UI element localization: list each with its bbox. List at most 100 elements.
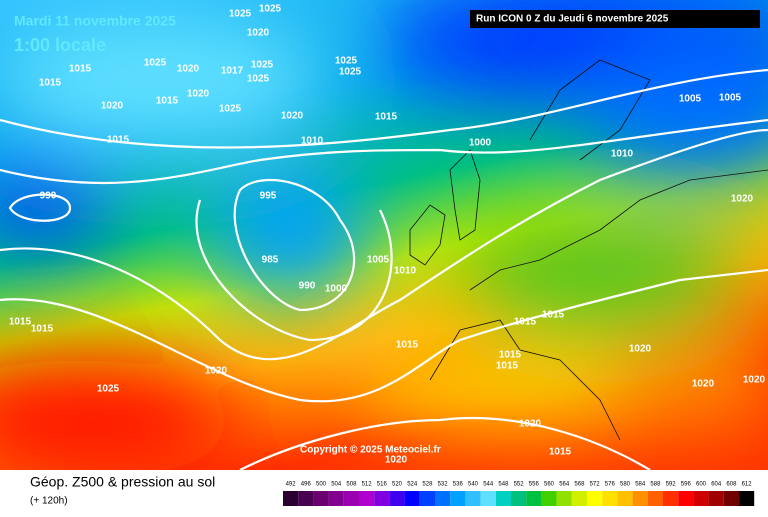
isobar-label: 1025: [247, 74, 270, 85]
copyright: Copyright © 2025 Meteociel.fr: [300, 445, 441, 456]
isobar-label: 1000: [325, 284, 348, 295]
isobars: [0, 68, 768, 471]
legend-swatch: [435, 491, 451, 506]
legend-swatch: [511, 491, 527, 506]
legend-value: 584: [635, 482, 646, 488]
isobar-label: 990: [40, 191, 57, 202]
legend-value: 588: [650, 482, 661, 488]
run-info: Run ICON 0 Z du Jeudi 6 novembre 2025: [476, 14, 669, 25]
legend-swatch: [404, 491, 420, 506]
isobar-label: 1020: [629, 344, 652, 355]
isobar-label: 1025: [251, 60, 274, 71]
legend-swatch: [678, 491, 694, 506]
isobar-label: 1020: [731, 194, 754, 205]
isobar-label: 1010: [301, 136, 324, 147]
legend-value: 548: [498, 482, 509, 488]
legend-value: 564: [559, 482, 570, 488]
legend-value: 492: [286, 482, 297, 488]
isobar-label: 1015: [9, 317, 32, 328]
legend-swatch: [632, 491, 648, 506]
isobar-label: 1015: [69, 64, 92, 75]
legend-value: 516: [377, 482, 388, 488]
isobar-label: 1020: [177, 64, 200, 75]
legend-swatch: [359, 491, 375, 506]
legend-swatch: [526, 491, 542, 506]
legend-value: 600: [696, 482, 707, 488]
legend-value: 500: [316, 482, 327, 488]
isobar-label: 1015: [496, 361, 519, 372]
legend-value: 568: [574, 482, 585, 488]
legend-swatch: [571, 491, 587, 506]
isobar-label: 1020: [743, 375, 766, 386]
isobar-label: 1015: [156, 96, 179, 107]
legend-swatch: [283, 491, 299, 506]
isobar-label: 1015: [375, 112, 398, 123]
legend: 492 496 500 504 508 512 516 520 524 528 532 536 540 5…: [283, 482, 755, 506]
legend-value: 524: [407, 482, 418, 488]
legend-swatch: [343, 491, 359, 506]
isobar-label: 1025: [229, 9, 252, 20]
legend-value: 528: [422, 482, 433, 488]
isobar-label: 1025: [339, 67, 362, 78]
legend-swatch: [541, 491, 557, 506]
legend-swatch: [450, 491, 466, 506]
isobar-label: 1025: [144, 58, 167, 69]
isobar-label: 1005: [719, 93, 742, 104]
legend-value: 504: [331, 482, 342, 488]
isobar-label: 1025: [219, 104, 242, 115]
isobar-label: 1020: [385, 455, 408, 466]
run-banner: [470, 10, 760, 28]
legend-value: 580: [620, 482, 631, 488]
isobar-label: 1020: [205, 366, 228, 377]
valid-time: 1:00 locale: [14, 35, 106, 55]
legend-value: 572: [590, 482, 601, 488]
legend-swatch: [602, 491, 618, 506]
isobar-label: 1017: [221, 66, 244, 77]
isobar-label: 1015: [107, 135, 130, 146]
legend-swatch: [419, 491, 435, 506]
coastlines: [409, 59, 768, 441]
legend-swatch: [374, 491, 390, 506]
isobar-label: 1015: [549, 447, 572, 458]
isobar-label: 985: [262, 255, 279, 266]
isobar-label: 995: [260, 191, 277, 202]
isobar-label: 1020: [519, 419, 542, 430]
legend-value: 604: [711, 482, 722, 488]
legend-swatch: [739, 491, 755, 506]
legend-value: 560: [544, 482, 555, 488]
legend-value: 512: [362, 482, 373, 488]
isobar-label: 1015: [514, 317, 537, 328]
isobar-label: 1020: [247, 28, 270, 39]
legend-value: 552: [514, 482, 525, 488]
legend-swatch: [298, 491, 314, 506]
isobar-label: 1020: [692, 379, 715, 390]
legend-value: 612: [742, 482, 753, 488]
isobar-label: 1020: [101, 101, 124, 112]
legend-value: 496: [301, 482, 312, 488]
legend-value: 556: [529, 482, 540, 488]
footer-title: Géop. Z500 & pression au sol: [30, 474, 215, 490]
legend-swatch: [556, 491, 572, 506]
legend-value: 540: [468, 482, 479, 488]
background-field: [0, 0, 768, 480]
isobar-label: 1015: [39, 78, 62, 89]
legend-swatch: [663, 491, 679, 506]
isobar-label: 1025: [259, 4, 282, 15]
isobar-label: 1015: [31, 324, 54, 335]
legend-swatch: [647, 491, 663, 506]
isobar-label: 1010: [611, 149, 634, 160]
legend-swatch: [465, 491, 481, 506]
footer-lead: (+ 120h): [30, 496, 68, 507]
legend-swatch: [617, 491, 633, 506]
legend-value: 596: [681, 482, 692, 488]
valid-date: Mardi 11 novembre 2025: [14, 13, 176, 29]
legend-value: 508: [346, 482, 357, 488]
isobar-label: 1000: [469, 138, 492, 149]
legend-value: 520: [392, 482, 403, 488]
isobar-label: 1010: [394, 266, 417, 277]
isobar-label: 1025: [335, 56, 358, 67]
legend-value: 608: [726, 482, 737, 488]
isobar-label: 1005: [367, 255, 390, 266]
